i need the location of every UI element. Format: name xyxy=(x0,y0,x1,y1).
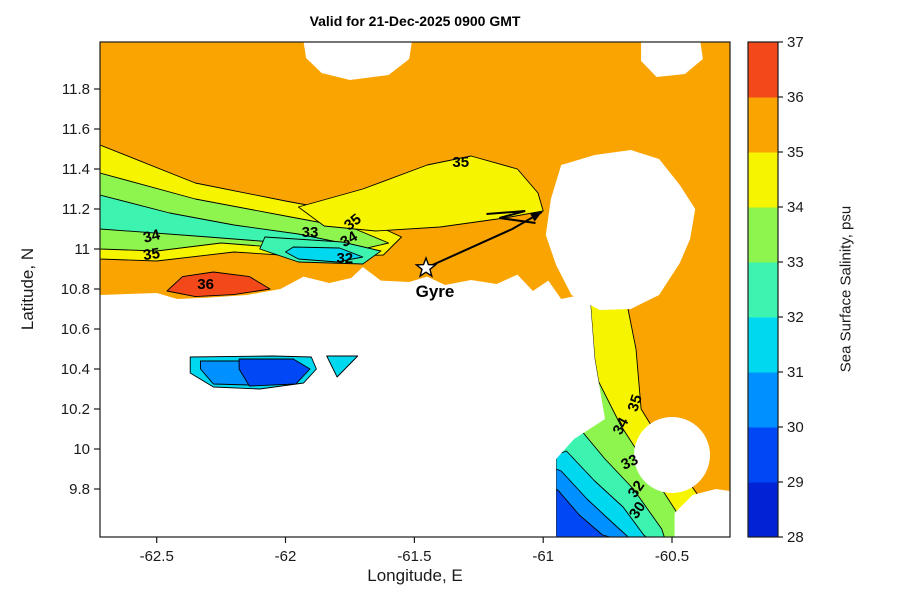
colorbar-band xyxy=(748,317,778,373)
colorbar-tick-label: 35 xyxy=(787,144,804,161)
y-axis-label: Latitude, N xyxy=(18,247,37,331)
salinity-region xyxy=(166,271,271,298)
x-tick-label: -62 xyxy=(275,548,297,565)
y-tick-label: 10.2 xyxy=(61,401,90,418)
contour-label: 32 xyxy=(625,478,648,501)
salinity-region xyxy=(326,355,359,378)
land-mask xyxy=(303,42,412,80)
y-tick-label: 10 xyxy=(73,441,90,458)
colorbar-band xyxy=(748,372,778,428)
contour-label: 34 xyxy=(337,228,361,251)
contour-label: 35 xyxy=(341,211,365,235)
contour-label: 35 xyxy=(142,245,161,264)
colorbar-band xyxy=(748,207,778,263)
y-tick-label: 11.2 xyxy=(62,201,90,218)
contour-label: 30 xyxy=(626,499,649,522)
colorbar-tick-label: 34 xyxy=(787,199,804,216)
colorbar-band xyxy=(748,262,778,318)
salinity-region xyxy=(285,246,364,263)
salinity-region xyxy=(200,360,250,386)
x-tick-label: -61 xyxy=(532,548,554,565)
contour-label: 32 xyxy=(336,250,353,267)
y-tick-label: 9.8 xyxy=(69,481,90,498)
gyre-arrowhead-icon xyxy=(529,212,542,222)
land-mask xyxy=(100,267,605,537)
colorbar-label: Sea Surface Salinity, psu xyxy=(837,205,855,373)
colorbar-tick-label: 33 xyxy=(787,254,804,271)
y-tick-label: 10.4 xyxy=(61,361,90,378)
colorbar-tick-label: 31 xyxy=(787,364,804,381)
colorbar-frame xyxy=(747,41,779,538)
x-tick-label: -60.5 xyxy=(655,548,689,565)
x-tick-label: -62.5 xyxy=(140,548,174,565)
colorbar-tick-label: 29 xyxy=(787,474,804,491)
colorbar-band xyxy=(748,42,778,98)
colorbar-band xyxy=(748,427,778,483)
contour-label: 34 xyxy=(610,414,633,437)
salinity-region xyxy=(297,155,544,232)
colorbar-tick-label: 36 xyxy=(787,89,804,106)
land-mask xyxy=(641,42,703,77)
plot-title: Valid for 21-Dec-2025 0900 GMT xyxy=(309,13,521,29)
y-tick-label: 11.4 xyxy=(62,161,90,178)
colorbar-band xyxy=(748,482,778,538)
x-axis-label: Longitude, E xyxy=(367,566,463,585)
land-mask xyxy=(545,150,696,310)
land-mask xyxy=(634,417,710,493)
y-tick-label: 10.6 xyxy=(61,321,90,338)
contour-label: 33 xyxy=(619,451,641,473)
gyre-arrow xyxy=(431,211,543,266)
colorbar-tick-label: 37 xyxy=(787,34,804,51)
contour-label: 36 xyxy=(197,276,214,293)
contour-label: 35 xyxy=(625,393,646,414)
colorbar-band xyxy=(748,97,778,153)
colorbar-band xyxy=(748,152,778,208)
salinity-region xyxy=(238,358,311,387)
gyre-star-icon xyxy=(414,255,438,278)
x-tick-label: -61.5 xyxy=(397,548,431,565)
y-tick-label: 10.8 xyxy=(61,281,90,298)
contour-label: 34 xyxy=(141,226,162,247)
colorbar-tick-label: 28 xyxy=(787,529,804,546)
y-tick-label: 11.8 xyxy=(62,81,90,98)
y-tick-label: 11 xyxy=(74,241,90,258)
contour-label: 35 xyxy=(452,154,469,171)
colorbar-tick-label: 32 xyxy=(787,309,804,326)
land-mask xyxy=(674,489,730,537)
gyre-label: Gyre xyxy=(416,282,455,301)
contour-label: 33 xyxy=(302,224,319,241)
gyre-arrow-zigzag xyxy=(486,210,536,224)
y-tick-label: 11.6 xyxy=(62,121,90,138)
colorbar-tick-label: 30 xyxy=(787,419,804,436)
